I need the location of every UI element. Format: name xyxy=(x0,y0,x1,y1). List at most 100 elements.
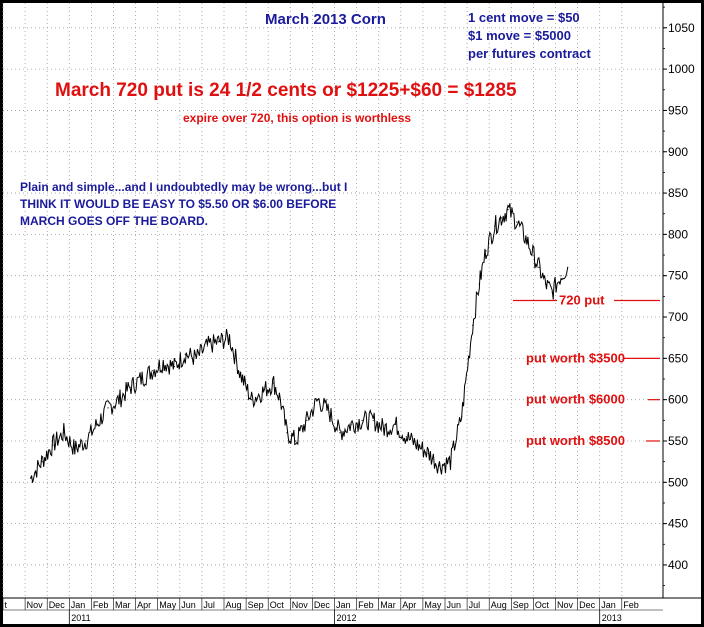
x-month-label: Jun xyxy=(447,600,462,610)
price-point xyxy=(85,440,87,442)
price-point xyxy=(251,399,253,401)
price-point xyxy=(427,452,429,454)
x-month-label: Mar xyxy=(380,600,396,610)
price-point xyxy=(507,209,509,211)
x-axis-area xyxy=(3,598,701,624)
put-levels: 720 put put worth $3500 put worth $6000 put… xyxy=(513,293,660,448)
chart-title: March 2013 Corn xyxy=(265,11,386,28)
x-month-label: Nov xyxy=(557,600,574,610)
annotation-opinion-3: MARCH GOES OFF THE BOARD. xyxy=(20,214,208,228)
x-month-label: Jan xyxy=(71,600,86,610)
price-point xyxy=(173,366,175,368)
price-point xyxy=(206,345,208,347)
level-label: put worth $6000 xyxy=(526,392,625,407)
price-point xyxy=(472,324,474,326)
x-month-label: May xyxy=(159,600,177,610)
price-point xyxy=(30,477,32,479)
price-point xyxy=(140,378,142,380)
x-month-label: Aug xyxy=(226,600,242,610)
price-point xyxy=(41,461,43,463)
price-point xyxy=(317,399,319,401)
price-line xyxy=(30,203,569,483)
x-month-label: Sep xyxy=(513,600,529,610)
price-point xyxy=(306,419,308,421)
annotation-put-cost: March 720 put is 24 1/2 cents or $1225+$… xyxy=(55,80,517,101)
x-axis-ticks: t Nov Dec Jan Feb Mar Apr May Jun Jul Aug Sep Oct Nov… xyxy=(2,598,639,624)
x-month-label: Jun xyxy=(181,600,196,610)
x-month-label: Sep xyxy=(248,600,264,610)
price-point xyxy=(118,399,120,401)
x-month-label: Feb xyxy=(358,600,374,610)
y-tick-label: 750 xyxy=(668,269,688,283)
x-year-label: 2012 xyxy=(337,613,357,623)
price-point xyxy=(151,370,153,372)
price-point xyxy=(184,353,186,355)
price-point xyxy=(240,374,242,376)
y-tick-label: 1050 xyxy=(668,21,695,35)
price-point xyxy=(217,341,220,343)
price-point xyxy=(74,448,76,450)
price-point xyxy=(361,419,363,421)
price-point xyxy=(262,390,264,392)
x-month-label: Jan xyxy=(601,600,616,610)
x-month-label: t xyxy=(5,600,8,610)
price-point xyxy=(195,357,197,359)
y-tick-label: 550 xyxy=(668,434,688,448)
price-point xyxy=(516,221,518,223)
price-point xyxy=(538,266,540,268)
price-point xyxy=(383,428,385,430)
price-point xyxy=(162,361,164,364)
price-point xyxy=(273,382,275,384)
y-tick-label: 850 xyxy=(668,186,688,200)
price-point xyxy=(567,266,569,268)
price-point xyxy=(328,411,330,413)
price-point xyxy=(449,461,452,463)
x-month-label: Feb xyxy=(93,600,109,610)
level-label: 720 put xyxy=(559,293,605,308)
price-point xyxy=(485,250,487,252)
price-point xyxy=(286,432,288,434)
x-month-label: Apr xyxy=(137,600,151,610)
y-tick-label: 500 xyxy=(668,475,688,489)
price-point xyxy=(295,440,297,442)
level-label: put worth $8500 xyxy=(526,433,625,448)
y-tick-label: 950 xyxy=(668,103,688,117)
price-point xyxy=(107,407,109,409)
y-tick-label: 700 xyxy=(668,310,688,324)
x-month-label: Apr xyxy=(402,600,416,610)
y-tick-label: 600 xyxy=(668,393,688,407)
price-point xyxy=(339,432,341,434)
x-year-label: 2013 xyxy=(602,613,622,623)
x-month-label: Dec xyxy=(314,600,331,610)
price-point xyxy=(494,225,496,227)
y-axis-area xyxy=(663,3,701,598)
price-point xyxy=(527,242,529,244)
price-point xyxy=(500,217,502,219)
price-point xyxy=(96,423,98,426)
price-point xyxy=(129,386,131,388)
x-month-label: Oct xyxy=(270,600,285,610)
y-tick-label: 400 xyxy=(668,558,688,572)
price-point xyxy=(461,415,463,417)
price-point xyxy=(405,436,407,438)
x-month-label: Jul xyxy=(469,600,481,610)
x-month-label: Aug xyxy=(491,600,507,610)
x-month-label: Mar xyxy=(115,600,131,610)
price-point xyxy=(52,444,54,446)
price-point xyxy=(228,337,231,339)
x-month-label: Jul xyxy=(203,600,215,610)
price-point xyxy=(372,419,374,421)
y-tick-label: 650 xyxy=(668,351,688,365)
annotation-expire: expire over 720, this option is worthles… xyxy=(183,111,411,125)
price-point xyxy=(560,275,562,277)
annotation-per-contract: per futures contract xyxy=(468,46,591,61)
price-point xyxy=(416,444,418,446)
x-month-label: Dec xyxy=(579,600,596,610)
price-point xyxy=(551,291,553,293)
price-point xyxy=(394,423,396,426)
x-month-label: Feb xyxy=(623,600,639,610)
price-point xyxy=(63,432,65,434)
annotation-cent-move: 1 cent move = $50 xyxy=(468,10,580,25)
